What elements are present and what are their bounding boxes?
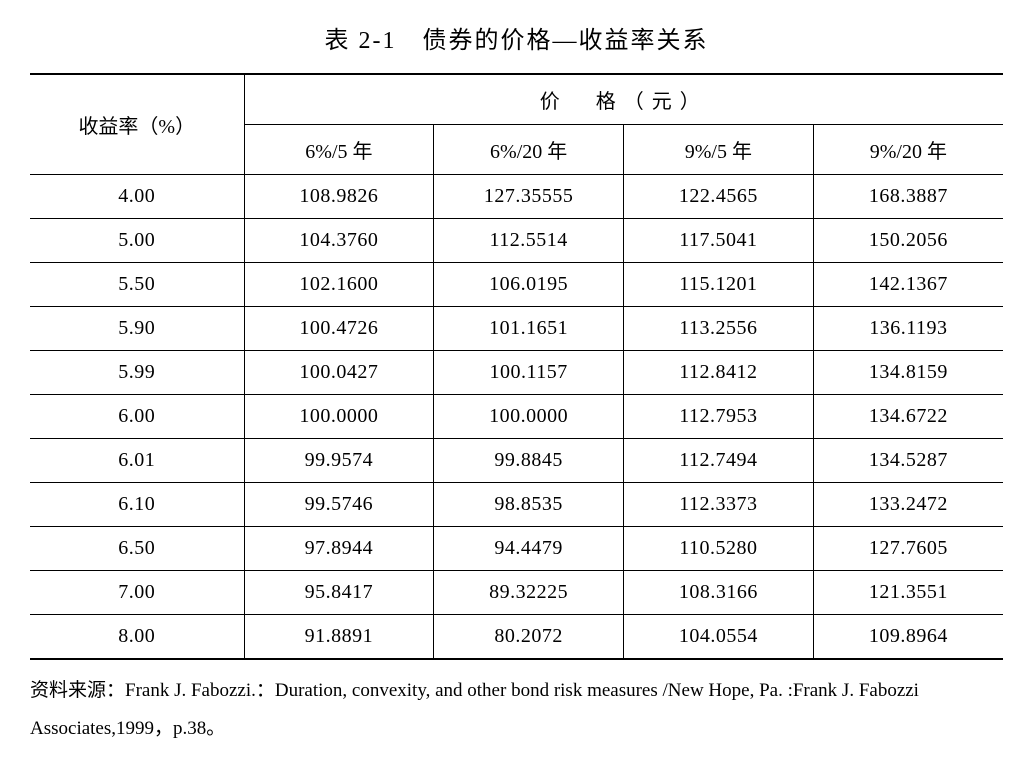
yield-cell: 5.00 [30,219,244,263]
value-cell: 102.1600 [244,263,434,307]
value-cell: 134.8159 [813,351,1003,395]
price-header: 价 格（元） [244,74,1003,125]
value-cell: 112.8412 [624,351,814,395]
value-cell: 100.0427 [244,351,434,395]
value-cell: 133.2472 [813,483,1003,527]
value-cell: 94.4479 [434,527,624,571]
table-row: 6.00100.0000100.0000112.7953134.6722 [30,395,1003,439]
value-cell: 97.8944 [244,527,434,571]
value-cell: 89.32225 [434,571,624,615]
table-row: 8.0091.889180.2072104.0554109.8964 [30,615,1003,660]
value-cell: 100.0000 [244,395,434,439]
value-cell: 106.0195 [434,263,624,307]
yield-header: 收益率（%） [30,74,244,175]
value-cell: 112.7953 [624,395,814,439]
table-body: 4.00108.9826127.35555122.4565168.38875.0… [30,175,1003,660]
value-cell: 108.9826 [244,175,434,219]
table-row: 5.99100.0427100.1157112.8412134.8159 [30,351,1003,395]
value-cell: 98.8535 [434,483,624,527]
value-cell: 100.1157 [434,351,624,395]
value-cell: 115.1201 [624,263,814,307]
value-cell: 117.5041 [624,219,814,263]
value-cell: 108.3166 [624,571,814,615]
value-cell: 127.7605 [813,527,1003,571]
value-cell: 113.2556 [624,307,814,351]
value-cell: 80.2072 [434,615,624,660]
value-cell: 100.0000 [434,395,624,439]
value-cell: 91.8891 [244,615,434,660]
value-cell: 168.3887 [813,175,1003,219]
table-title: 表 2-1 债券的价格—收益率关系 [30,20,1003,55]
bond-price-yield-table: 收益率（%） 价 格（元） 6%/5 年 6%/20 年 9%/5 年 9%/2… [30,73,1003,660]
yield-cell: 6.10 [30,483,244,527]
value-cell: 109.8964 [813,615,1003,660]
value-cell: 99.5746 [244,483,434,527]
value-cell: 121.3551 [813,571,1003,615]
yield-cell: 5.90 [30,307,244,351]
value-cell: 142.1367 [813,263,1003,307]
value-cell: 150.2056 [813,219,1003,263]
value-cell: 112.7494 [624,439,814,483]
column-header: 6%/20 年 [434,125,624,175]
value-cell: 122.4565 [624,175,814,219]
value-cell: 95.8417 [244,571,434,615]
table-row: 6.5097.894494.4479110.5280127.7605 [30,527,1003,571]
column-header: 9%/20 年 [813,125,1003,175]
yield-cell: 6.00 [30,395,244,439]
column-header: 6%/5 年 [244,125,434,175]
yield-cell: 6.01 [30,439,244,483]
table-row: 6.0199.957499.8845112.7494134.5287 [30,439,1003,483]
value-cell: 112.5514 [434,219,624,263]
value-cell: 134.6722 [813,395,1003,439]
table-row: 7.0095.841789.32225108.3166121.3551 [30,571,1003,615]
value-cell: 101.1651 [434,307,624,351]
value-cell: 104.0554 [624,615,814,660]
yield-cell: 7.00 [30,571,244,615]
yield-cell: 5.99 [30,351,244,395]
value-cell: 99.9574 [244,439,434,483]
value-cell: 112.3373 [624,483,814,527]
value-cell: 127.35555 [434,175,624,219]
table-row: 5.50102.1600106.0195115.1201142.1367 [30,263,1003,307]
table-header: 收益率（%） 价 格（元） 6%/5 年 6%/20 年 9%/5 年 9%/2… [30,74,1003,175]
yield-cell: 5.50 [30,263,244,307]
value-cell: 134.5287 [813,439,1003,483]
yield-cell: 4.00 [30,175,244,219]
column-header: 9%/5 年 [624,125,814,175]
yield-cell: 8.00 [30,615,244,660]
value-cell: 100.4726 [244,307,434,351]
value-cell: 136.1193 [813,307,1003,351]
table-row: 5.00104.3760112.5514117.5041150.2056 [30,219,1003,263]
yield-cell: 6.50 [30,527,244,571]
source-citation: 资料来源：Frank J. Fabozzi.：Duration, convexi… [30,672,1003,748]
value-cell: 104.3760 [244,219,434,263]
table-row: 5.90100.4726101.1651113.2556136.1193 [30,307,1003,351]
value-cell: 110.5280 [624,527,814,571]
table-row: 6.1099.574698.8535112.3373133.2472 [30,483,1003,527]
value-cell: 99.8845 [434,439,624,483]
table-row: 4.00108.9826127.35555122.4565168.3887 [30,175,1003,219]
